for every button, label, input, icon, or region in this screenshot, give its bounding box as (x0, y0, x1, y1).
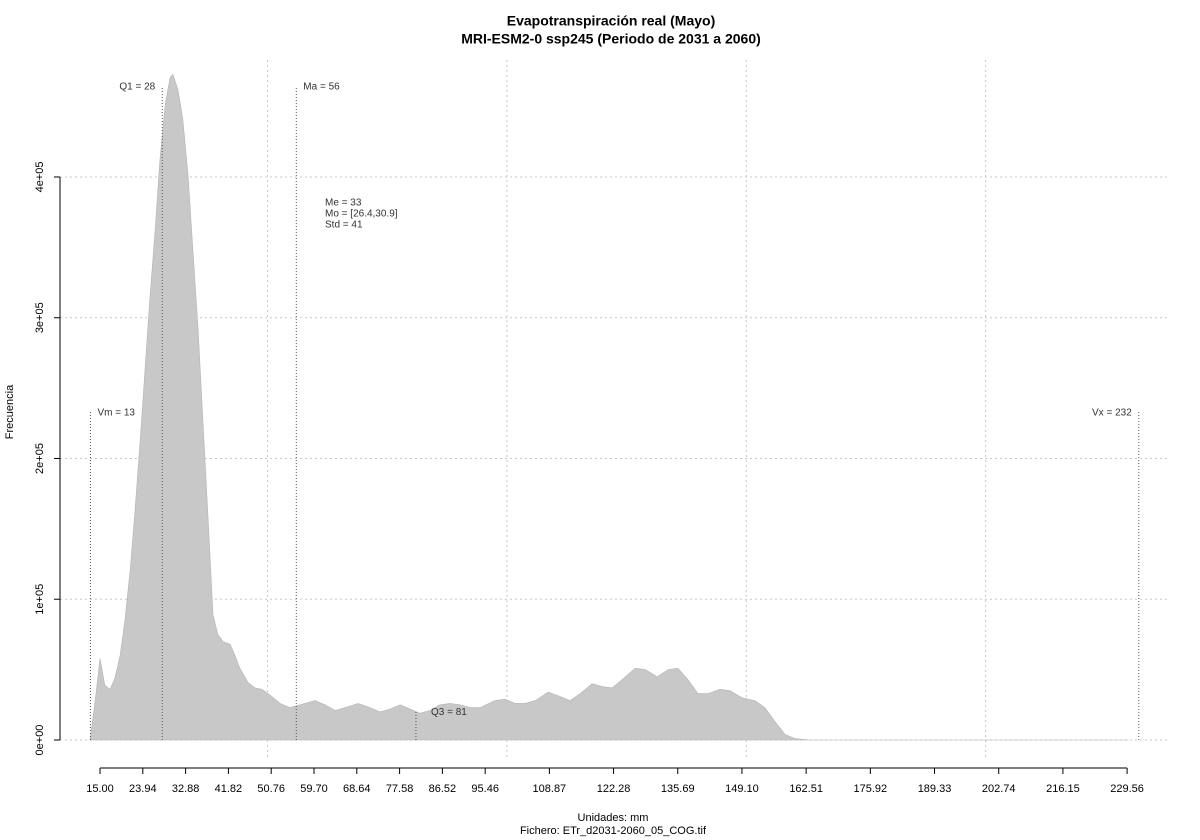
stat-text: Mo = [26.4,30.9] (325, 209, 398, 220)
x-tick-label: 216.15 (1046, 783, 1080, 795)
x-tick-label: 95.46 (471, 783, 499, 795)
x-tick-label: 68.64 (343, 783, 371, 795)
x-tick-label: 32.88 (172, 783, 200, 795)
x-tick-label: 23.94 (129, 783, 157, 795)
x-tick-label: 41.82 (215, 783, 243, 795)
y-tick-label: 2e+05 (34, 443, 46, 474)
x-tick-label: 162.51 (789, 783, 823, 795)
density-area (89, 73, 1129, 741)
stat-label: Q3 = 81 (431, 707, 467, 718)
x-tick-label: 175.92 (854, 783, 888, 795)
y-axis-label: Frecuencia (4, 384, 16, 439)
stat-text: Me = 33 (325, 198, 362, 209)
x-tick-label: 149.10 (725, 783, 759, 795)
x-tick-label: 108.87 (533, 783, 567, 795)
x-tick-label: 50.76 (257, 783, 285, 795)
x-tick-label: 189.33 (918, 783, 952, 795)
y-tick-label: 0e+00 (34, 725, 46, 756)
x-tick-label: 77.58 (386, 783, 414, 795)
stat-label: Vx = 232 (1092, 408, 1132, 419)
stat-text: Std = 41 (325, 220, 363, 231)
stat-label: Q1 = 28 (119, 82, 155, 93)
x-tick-label: 202.74 (982, 783, 1016, 795)
chart-title: Evapotranspiración real (Mayo) (507, 13, 716, 29)
y-tick-label: 3e+05 (34, 302, 46, 333)
x-tick-label: 86.52 (429, 783, 457, 795)
x-tick-label: 59.70 (300, 783, 328, 795)
x-tick-label: 135.69 (661, 783, 695, 795)
stat-label: Vm = 13 (97, 408, 135, 419)
x-tick-label: 122.28 (597, 783, 631, 795)
x-tick-label: 15.00 (86, 783, 114, 795)
x-axis-label: Unidades: mm (578, 812, 649, 824)
caption: Fichero: ETr_d2031-2060_05_COG.tif (520, 825, 707, 837)
x-tick-label: 229.56 (1110, 783, 1144, 795)
y-tick-label: 4e+05 (34, 162, 46, 193)
stat-label: Ma = 56 (303, 82, 340, 93)
chart-subtitle: MRI-ESM2-0 ssp245 (Periodo de 2031 a 206… (461, 31, 761, 47)
y-tick-label: 1e+05 (34, 584, 46, 615)
